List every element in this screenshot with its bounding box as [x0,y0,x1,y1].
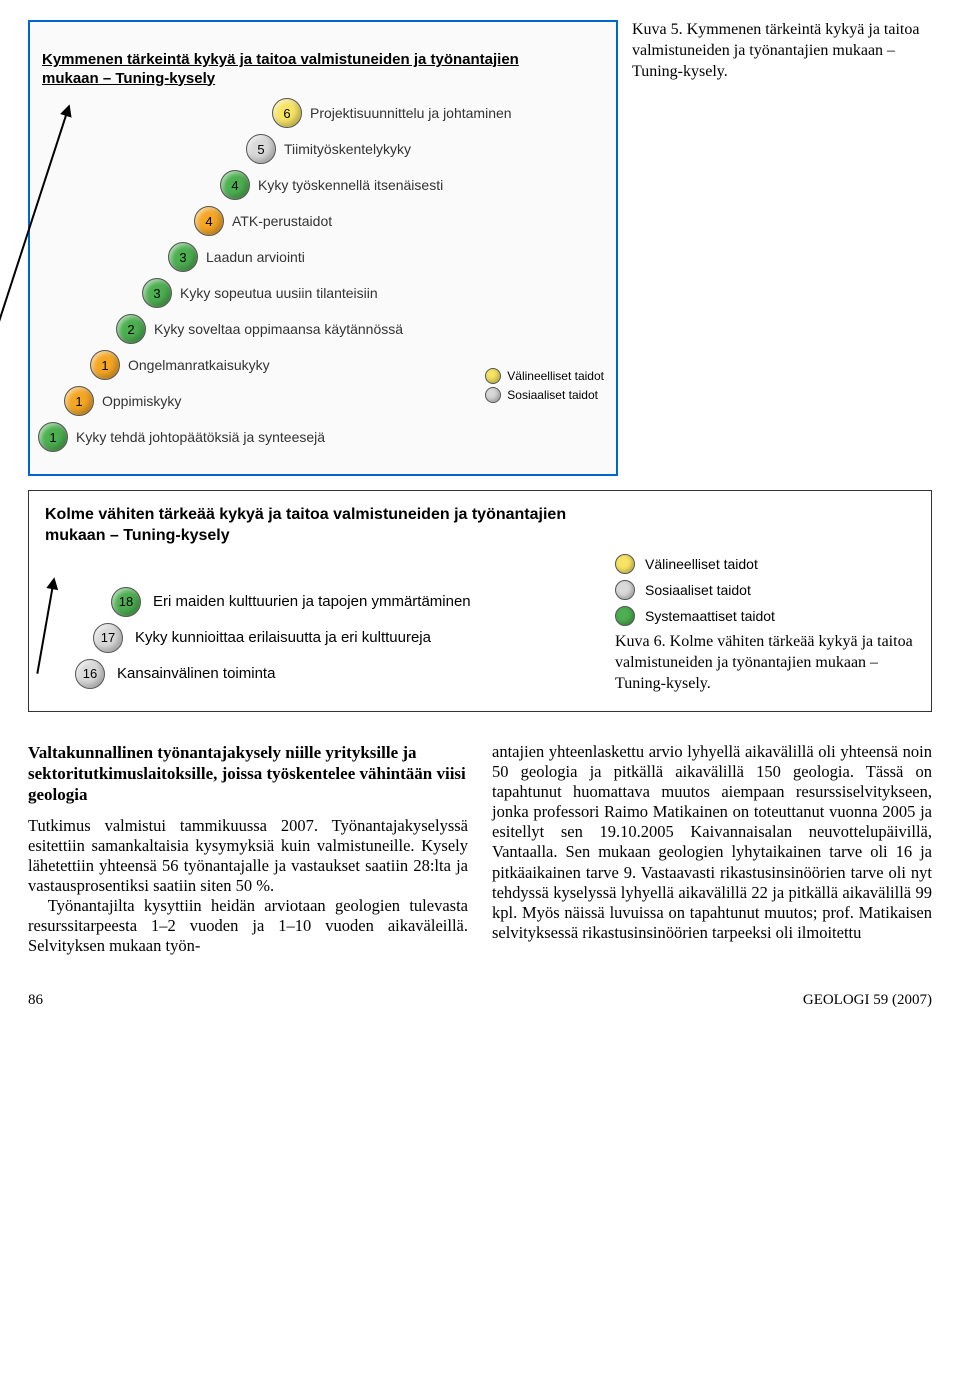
figure-6-legend: Välineelliset taidot Sosiaaliset taidot Sy… [615,548,915,632]
stair-label: Kyky soveltaa oppimaansa käytännössä [154,321,403,337]
legend-swatch [485,368,501,384]
figure-6-chart: Kolme vähiten tärkeää kykyä ja taitoa va… [28,490,932,712]
stair-label: Tiimityöskentelykyky [284,141,411,157]
figure-5-legend: Välineelliset taidot Sosiaaliset taidot [485,365,604,406]
legend-row: Välineelliset taidot [485,368,604,384]
legend-row: Sosiaaliset taidot [485,387,604,403]
stair-step: 2 Kyky soveltaa oppimaansa käytännössä [116,314,403,344]
stair-step: 1 Oppimiskyky [64,386,181,416]
page-footer: 86 GEOLOGI 59 (2007) [28,992,932,1009]
legend-swatch [615,606,635,626]
ranking-ball: 17 [93,623,123,653]
stair-step: 1 Kyky tehdä johtopäätöksiä ja synteesejä [38,422,325,452]
figure-6-items: 18 Eri maiden kulttuurien ja tapojen ymmä… [75,587,585,689]
ranking-ball: 3 [168,242,198,272]
fig6-item: 17 Kyky kunnioittaa erilaisuutta ja eri k… [93,623,585,653]
ranking-ball: 1 [90,350,120,380]
stair-step: 3 Laadun arviointi [168,242,305,272]
ranking-ball: 2 [116,314,146,344]
article-paragraph: Työnantajilta kysyttiin heidän arviotaan… [28,896,468,956]
stair-step: 6 Projektisuunnittelu ja johtaminen [272,98,512,128]
figure-6-title: Kolme vähiten tärkeää kykyä ja taitoa va… [45,505,585,547]
ranking-ball: 18 [111,587,141,617]
fig6-item: 18 Eri maiden kulttuurien ja tapojen ymmä… [111,587,585,617]
stair-step: 1 Ongelmanratkaisukyky [90,350,270,380]
stair-label: Kyky työskennellä itsenäisesti [258,177,443,193]
figure-5-title: Kymmenen tärkeintä kykyä ja taitoa valmi… [42,32,604,88]
stair-label: Projektisuunnittelu ja johtaminen [310,105,512,121]
article-body: Valtakunnallinen työnantajakysely niille… [28,742,932,957]
figure-6-caption: Kuva 6. Kolme vähiten tärkeää kykyä ja t… [615,632,915,694]
legend-row: Sosiaaliset taidot [615,580,915,600]
ranking-ball: 5 [246,134,276,164]
stair-label: ATK-perustaidot [232,213,332,229]
figure-5-staircase: 6 Projektisuunnittelu ja johtaminen 5 Tiimi… [42,92,602,462]
stair-label: Laadun arviointi [206,249,305,265]
fig6-item: 16 Kansainvälinen toiminta [75,659,585,689]
article-paragraph: Tutkimus valmistui tammikuussa 2007. Työ… [28,816,468,897]
ranking-ball: 3 [142,278,172,308]
figure-5-chart: Kymmenen tärkeintä kykyä ja taitoa valmi… [28,20,618,476]
legend-swatch [615,580,635,600]
article-heading: Valtakunnallinen työnantajakysely niille… [28,742,468,806]
fig6-label: Kansainvälinen toiminta [117,665,275,682]
fig6-label: Kyky kunnioittaa erilaisuutta ja eri kul… [135,629,431,646]
stair-label: Ongelmanratkaisukyky [128,357,270,373]
ranking-ball: 4 [220,170,250,200]
legend-label: Sosiaaliset taidot [507,388,598,402]
article-col-right: antajien yhteenlaskettu arvio lyhyellä a… [492,742,932,957]
ranking-ball: 4 [194,206,224,236]
legend-label: Systemaattiset taidot [645,608,775,624]
fig6-label: Eri maiden kulttuurien ja tapojen ymmärt… [153,593,471,610]
legend-swatch [615,554,635,574]
legend-swatch [485,387,501,403]
ranking-ball: 1 [64,386,94,416]
stair-step: 3 Kyky sopeutua uusiin tilanteisiin [142,278,378,308]
legend-label: Välineelliset taidot [645,556,758,572]
trend-arrow [0,106,70,428]
stair-step: 4 ATK-perustaidot [194,206,332,236]
legend-label: Sosiaaliset taidot [645,582,751,598]
ranking-ball: 1 [38,422,68,452]
trend-arrow [36,579,55,674]
page-number: 86 [28,992,43,1009]
legend-label: Välineelliset taidot [507,369,604,383]
legend-row: Systemaattiset taidot [615,606,915,626]
journal-ref: GEOLOGI 59 (2007) [803,992,932,1009]
ranking-ball: 6 [272,98,302,128]
stair-step: 4 Kyky työskennellä itsenäisesti [220,170,443,200]
stair-label: Oppimiskyky [102,393,181,409]
legend-row: Välineelliset taidot [615,554,915,574]
ranking-ball: 16 [75,659,105,689]
article-col-left: Valtakunnallinen työnantajakysely niille… [28,742,468,957]
figure-5-caption: Kuva 5. Kymmenen tärkeintä kykyä ja tait… [632,20,922,476]
stair-label: Kyky sopeutua uusiin tilanteisiin [180,285,378,301]
stair-step: 5 Tiimityöskentelykyky [246,134,411,164]
stair-label: Kyky tehdä johtopäätöksiä ja synteesejä [76,429,325,445]
article-paragraph: antajien yhteenlaskettu arvio lyhyellä a… [492,742,932,943]
